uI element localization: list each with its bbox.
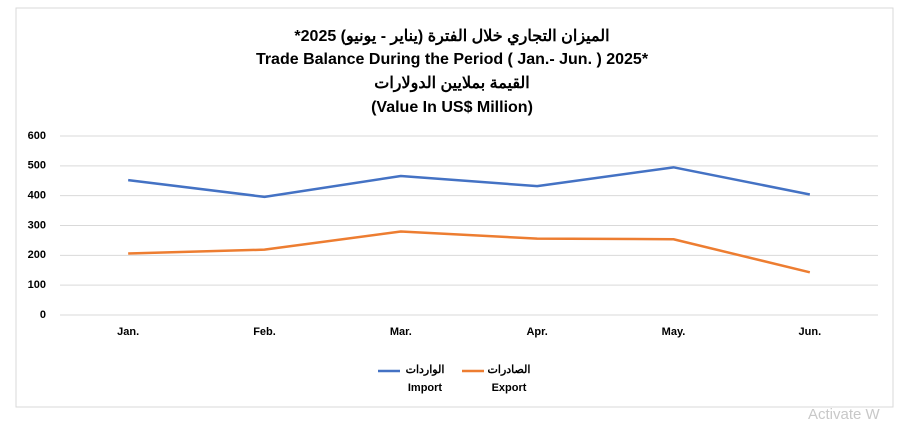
x-tick-label: Mar. (390, 326, 412, 338)
y-tick-label: 500 (28, 160, 46, 172)
y-tick-label: 400 (28, 190, 46, 202)
chart-frame (15, 7, 894, 408)
series-line (128, 230, 811, 274)
chart-title: الميزان التجاري خلال الفترة (يناير - يون… (294, 28, 609, 46)
legend-label: Import (408, 382, 443, 394)
x-tick-label: May. (662, 326, 686, 338)
legend-label-ar: الصادرات (488, 364, 531, 376)
x-tick-label: Jun. (799, 326, 822, 338)
chart-subtitle: Trade Balance During the Period ( Jan.- … (256, 51, 649, 68)
unit-label: القيمة بملايين الدولارات (374, 75, 529, 93)
y-tick-label: 0 (40, 309, 46, 321)
series-line (128, 166, 811, 199)
unit-label-en: (Value In US$ Million) (371, 99, 533, 116)
y-tick-label: 200 (28, 249, 46, 261)
y-tick-label: 300 (28, 219, 46, 231)
watermark: Activate W (808, 406, 881, 422)
y-tick-label: 600 (28, 130, 46, 142)
legend-label-ar: الواردات (406, 364, 445, 376)
x-tick-label: Jan. (117, 326, 139, 338)
y-tick-label: 100 (28, 279, 46, 291)
x-tick-label: Feb. (253, 326, 276, 338)
legend-label: Export (492, 382, 527, 394)
x-tick-label: Apr. (526, 326, 547, 338)
